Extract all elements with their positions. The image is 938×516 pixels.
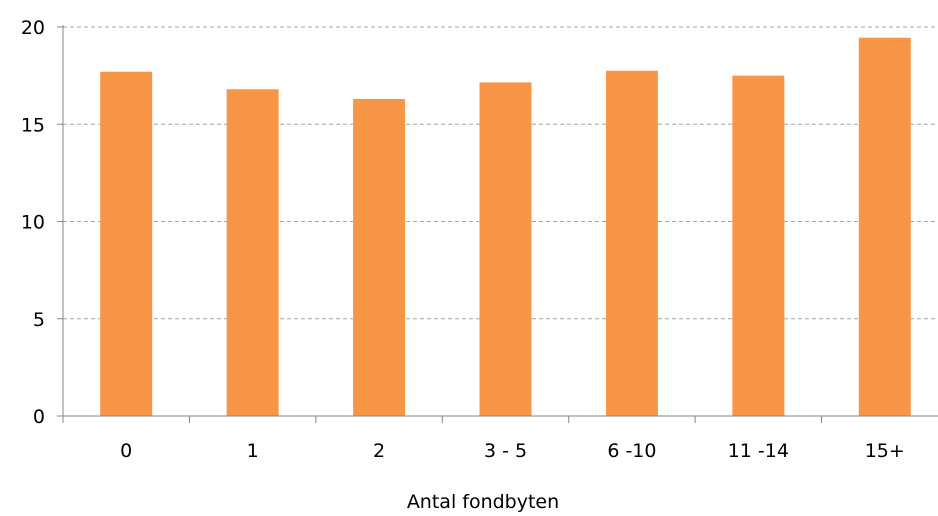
- x-tick-labels: 0 1 2 3 - 5 6 -10 11 -14 15+: [120, 440, 905, 462]
- x-tick-label-3-5: 3 - 5: [484, 440, 527, 462]
- x-tick-label-6-10: 6 -10: [607, 440, 656, 462]
- y-tick-labels: 0 5 10 15 20: [21, 17, 45, 428]
- y-tick-label-10: 10: [21, 212, 45, 234]
- x-tick-label-11-14: 11 -14: [728, 440, 789, 462]
- bars: [100, 37, 911, 417]
- y-tick-label-0: 0: [33, 406, 45, 428]
- y-tick-label-5: 5: [33, 309, 45, 331]
- bar-1: [226, 89, 279, 417]
- y-tick-label-15: 15: [21, 114, 45, 136]
- x-axis-title: Antal fondbyten: [407, 491, 559, 513]
- bar-15+: [858, 37, 911, 416]
- x-tick-label-15+: 15+: [865, 440, 905, 462]
- bar-3-5: [479, 82, 532, 417]
- x-tick-label-1: 1: [247, 440, 259, 462]
- x-tick-label-2: 2: [373, 440, 385, 462]
- bar-11-14: [732, 75, 785, 416]
- x-tick-label-0: 0: [120, 440, 132, 462]
- axes: [57, 25, 938, 423]
- y-tick-label-20: 20: [21, 17, 45, 39]
- bar-0: [100, 71, 153, 417]
- bar-6-10: [605, 70, 658, 416]
- bar-2: [353, 98, 406, 416]
